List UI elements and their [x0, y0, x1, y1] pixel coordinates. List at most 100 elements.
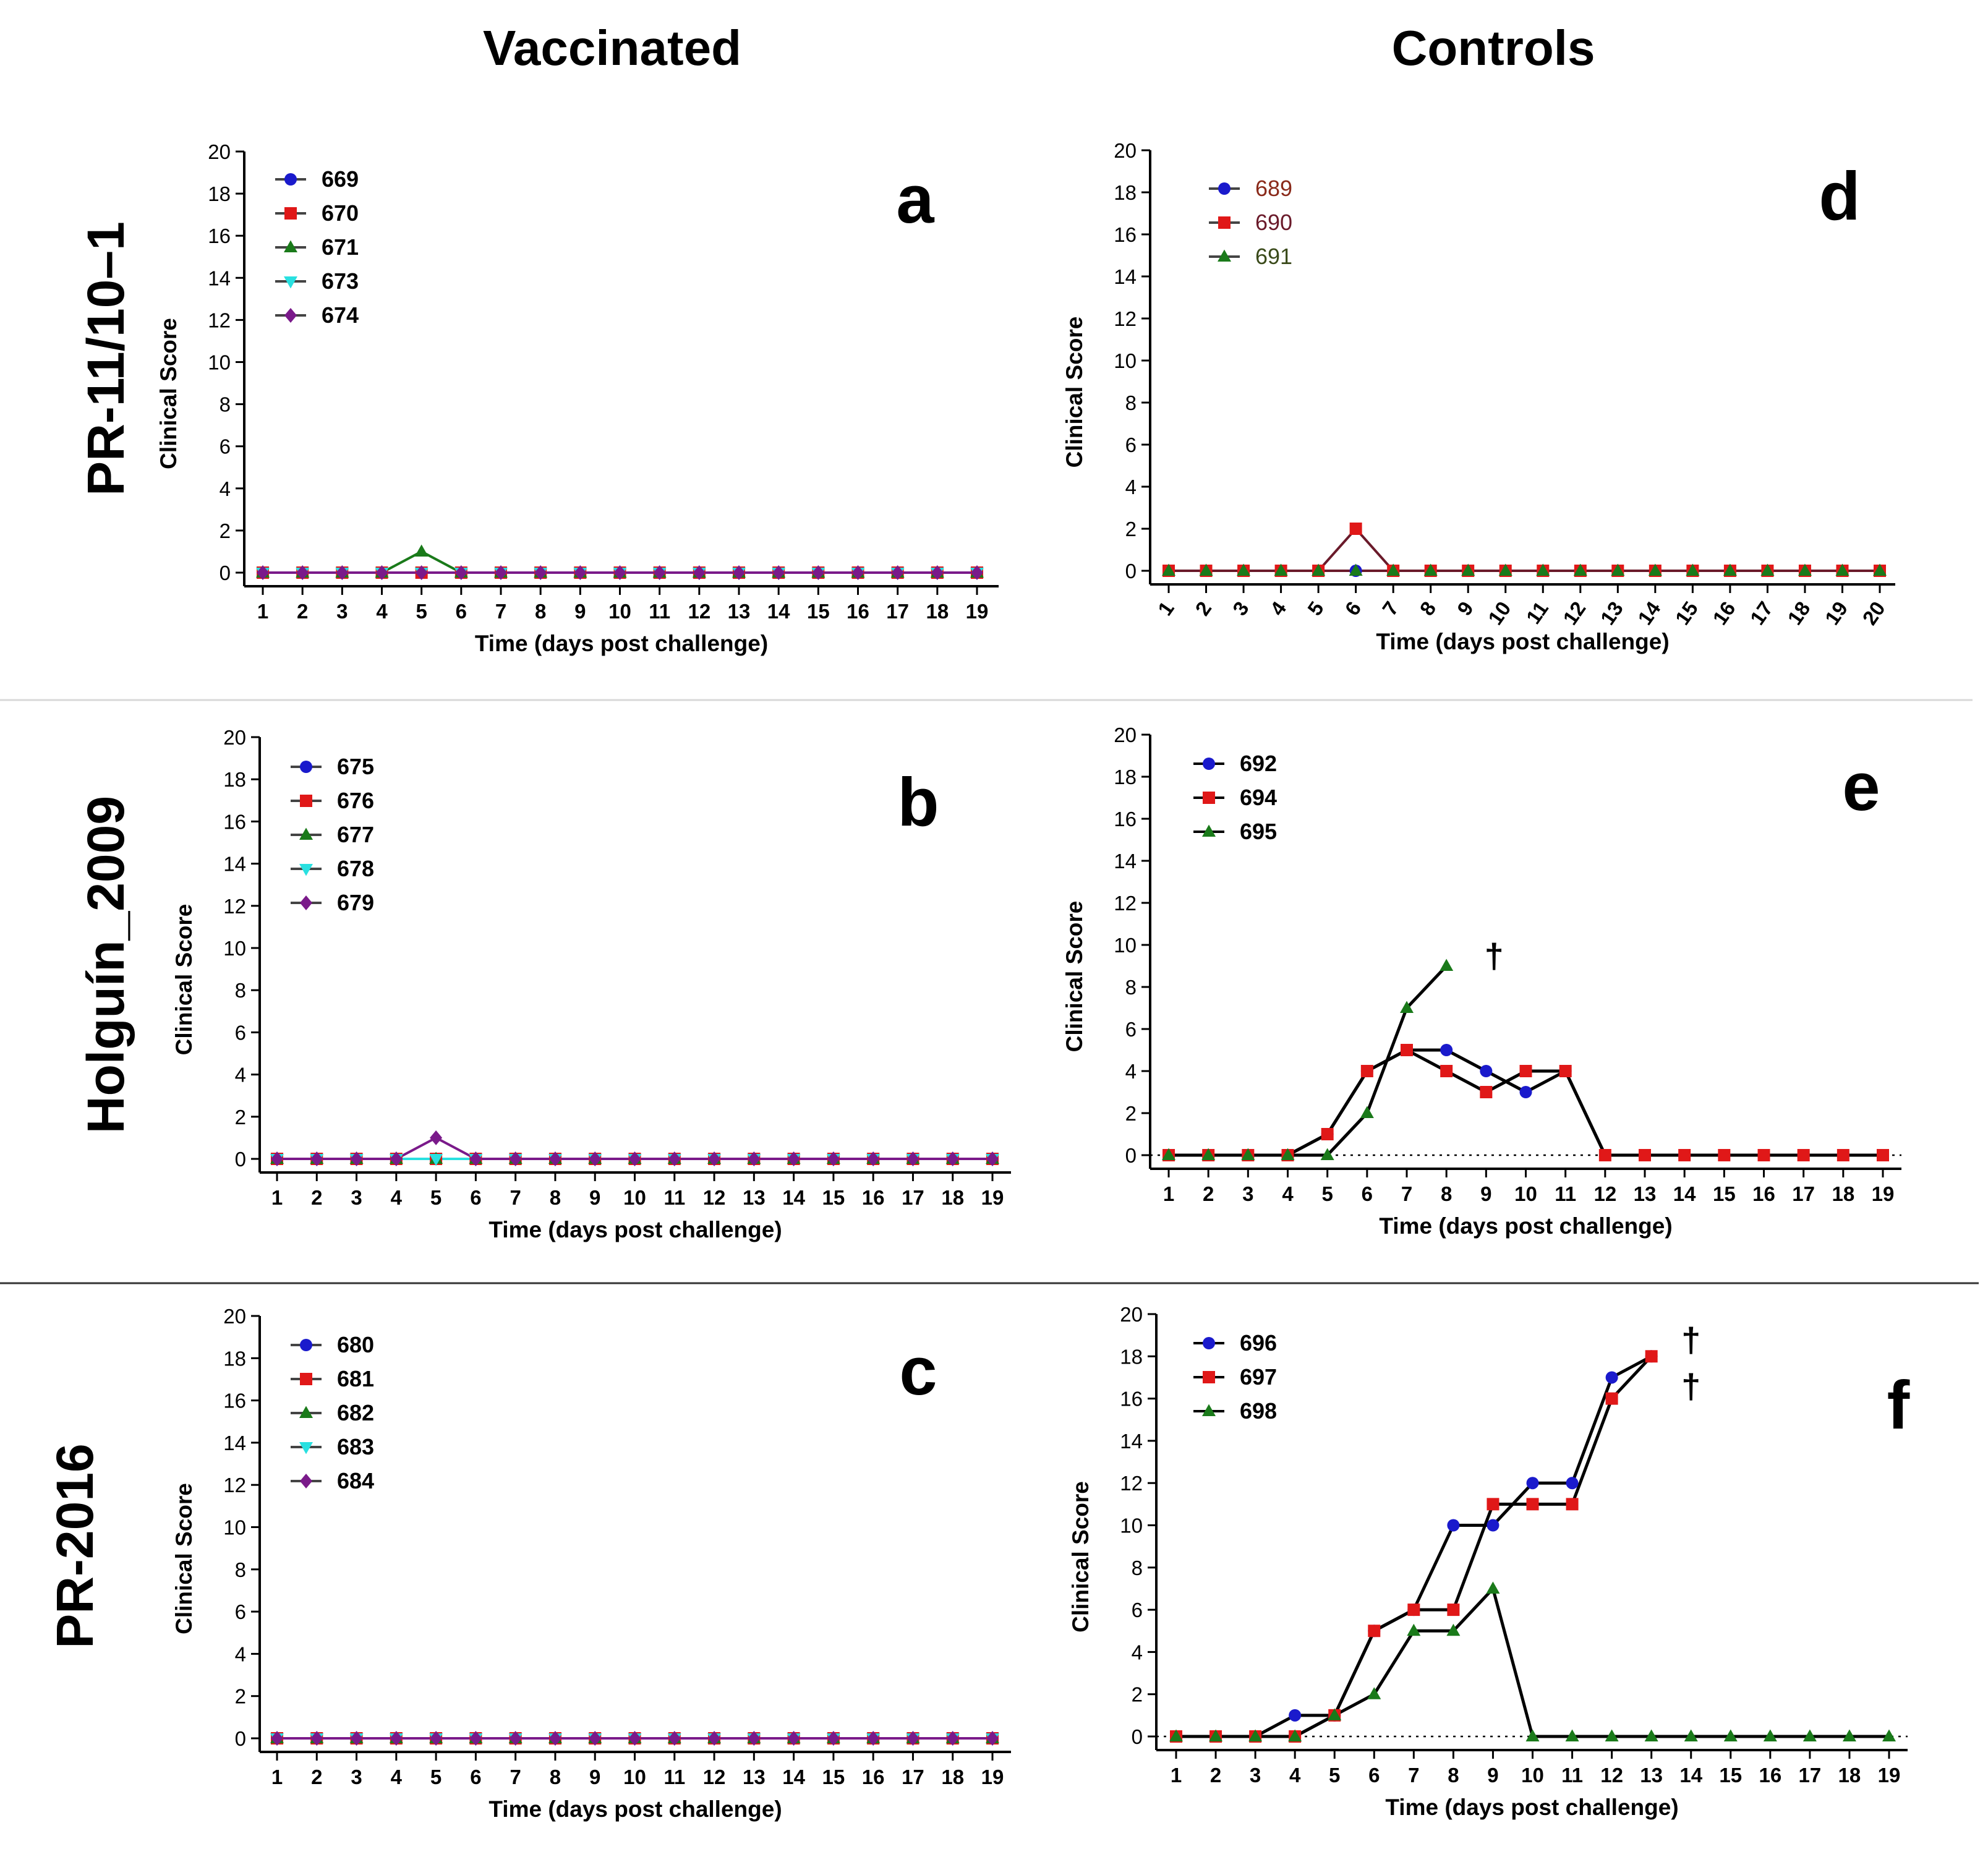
panel-f-series-698-point	[1248, 1729, 1263, 1741]
panel-d-y-tick-label: 20	[1114, 139, 1137, 162]
panel-c-series-684-point	[628, 1731, 641, 1746]
panel-e-series-695-point	[1241, 1148, 1255, 1160]
panel-f-y-axis-title: Clinical Score	[1068, 1481, 1093, 1633]
panel-d-series-691-point	[1760, 563, 1775, 576]
panel-e-legend-695-marker	[1202, 824, 1216, 837]
panel-a-x-tick-label: 3	[336, 600, 348, 623]
panel-f-series-698-point	[1882, 1729, 1896, 1741]
panel-a-legend-673-marker	[284, 276, 297, 289]
panel-b-series-679-point	[708, 1151, 721, 1166]
panel-c-legend-681-label: 681	[337, 1366, 374, 1391]
panel-b-series-679-point	[509, 1151, 522, 1166]
panel-d-series-691-point	[1274, 563, 1288, 576]
panel-e-series-695-point	[1360, 1106, 1374, 1118]
panel-a-series-674-point	[375, 565, 388, 580]
panel-c-y-tick-label: 20	[223, 1305, 246, 1328]
panel-a-x-tick-label: 11	[649, 600, 670, 623]
panel-e-series-695-point	[1162, 1148, 1175, 1160]
panel-a-y-tick-label: 10	[208, 351, 231, 374]
panel-e-x-tick-label: 19	[1872, 1182, 1895, 1205]
panel-e-series-694-point	[1480, 1086, 1493, 1098]
panel-b-legend-677-label: 677	[337, 822, 374, 847]
panel-a-x-tick-label: 17	[886, 600, 909, 623]
panel-a-series-674-point	[931, 565, 944, 580]
panel-c-y-tick-label: 2	[235, 1685, 246, 1708]
panel-e-series-694-point	[1519, 1065, 1532, 1077]
panel-f-series-696-point	[1566, 1477, 1579, 1490]
panel-e-x-tick-label: 1	[1163, 1182, 1174, 1205]
panel-c-y-tick-label: 4	[235, 1642, 246, 1665]
panel-a-series-674-point	[733, 565, 745, 580]
panel-b-letter: b	[897, 764, 939, 840]
panel-f-y-tick-label: 14	[1120, 1430, 1143, 1453]
panel-e-series-694-point	[1360, 1065, 1373, 1077]
panel-f-series-698-point	[1169, 1729, 1183, 1741]
panel-f-x-tick-label: 9	[1487, 1764, 1498, 1787]
panel-c-x-tick-label: 8	[550, 1766, 561, 1788]
panel-f-series-697-point	[1368, 1625, 1381, 1638]
panel-a-y-tick-label: 18	[208, 182, 231, 205]
panel-a-legend-669-label: 669	[322, 166, 359, 192]
panel-c-x-tick-label: 9	[589, 1766, 600, 1788]
panel-a-series-674-point	[415, 565, 428, 580]
panel-a-x-tick-label: 9	[574, 600, 586, 623]
panel-e-x-tick-label: 9	[1480, 1182, 1491, 1205]
panel-c-x-tick-label: 19	[981, 1766, 1004, 1788]
panel-e-series-694-point	[1559, 1065, 1572, 1077]
panel-f-series-698-point	[1328, 1708, 1342, 1720]
panel-a-x-tick-label: 16	[847, 600, 869, 623]
panel-b-y-axis-title: Clinical Score	[171, 904, 197, 1056]
panel-f-series-698-point	[1446, 1623, 1461, 1636]
panel-f-x-tick-label: 4	[1289, 1764, 1301, 1787]
panel-a-series-674-point	[891, 565, 904, 580]
panel-d-series-691-point	[1573, 563, 1587, 576]
row-title-pr-11-10-1: PR-11/10–1	[77, 221, 135, 496]
panel-a-x-tick-label: 10	[608, 600, 631, 623]
panel-d-legend-691-marker	[1218, 249, 1231, 262]
panel-c-legend-683-marker	[299, 1442, 313, 1454]
panel-e-x-tick-label: 5	[1321, 1182, 1333, 1205]
panel-a-legend-673-label: 673	[322, 268, 359, 294]
panel-b-x-tick-label: 7	[510, 1186, 521, 1209]
panel-d-series-691-point	[1873, 563, 1887, 576]
panel-f-x-tick-label: 3	[1250, 1764, 1261, 1787]
panel-b-x-tick-label: 6	[470, 1186, 481, 1209]
panel-c-x-tick-label: 13	[743, 1766, 766, 1788]
panel-f-y-tick-label: 12	[1120, 1472, 1143, 1495]
panel-f-y-tick-label: 2	[1132, 1683, 1143, 1706]
panel-e-series-692-point	[1519, 1086, 1532, 1098]
panel-c-legend-682-label: 682	[337, 1400, 374, 1425]
panel-d-series-691-point	[1349, 563, 1363, 576]
panel-e-x-tick-label: 12	[1593, 1182, 1616, 1205]
panel-a-x-tick-label: 12	[688, 600, 710, 623]
panel-b-series-678-point	[429, 1154, 443, 1166]
panel-b-legend-678-label: 678	[337, 856, 374, 881]
panel-f-series-698-point	[1486, 1581, 1500, 1594]
panel-b-series-679-point	[867, 1151, 880, 1166]
panel-b-x-tick-label: 4	[391, 1186, 403, 1209]
panel-e-series-694-point	[1718, 1149, 1731, 1161]
panel-e-y-tick-label: 4	[1125, 1060, 1137, 1083]
panel-b-series-679-point	[469, 1151, 482, 1166]
panel-b-series-679-point	[430, 1130, 443, 1145]
panel-e-x-tick-label: 16	[1752, 1182, 1775, 1205]
panel-b-series-679-point	[827, 1151, 840, 1166]
panel-d-series-691-point	[1835, 563, 1849, 576]
panel-f-x-tick-label: 14	[1679, 1764, 1702, 1787]
panel-f-y-tick-label: 10	[1120, 1514, 1143, 1537]
panel-f-dagger-annotation: †	[1681, 1367, 1700, 1406]
panel-d-y-tick-label: 4	[1125, 476, 1137, 498]
panel-d-y-tick-label: 0	[1125, 560, 1137, 583]
panel-f-dagger-annotation: †	[1681, 1320, 1700, 1359]
panel-c-y-axis-title: Clinical Score	[171, 1483, 197, 1634]
panel-f-legend-698-label: 698	[1240, 1398, 1277, 1424]
column-title-vaccinated: Vaccinated	[483, 20, 741, 75]
panel-a-y-tick-label: 12	[208, 309, 231, 331]
panel-e-series-695-point	[1440, 959, 1454, 971]
panel-b-legend-677-marker	[299, 827, 313, 840]
panel-b-y-tick-label: 16	[223, 810, 246, 833]
panel-e-series-695-point	[1400, 1001, 1414, 1013]
panel-b-series-679-point	[310, 1151, 323, 1166]
panel-d-series-691-point	[1536, 563, 1550, 576]
